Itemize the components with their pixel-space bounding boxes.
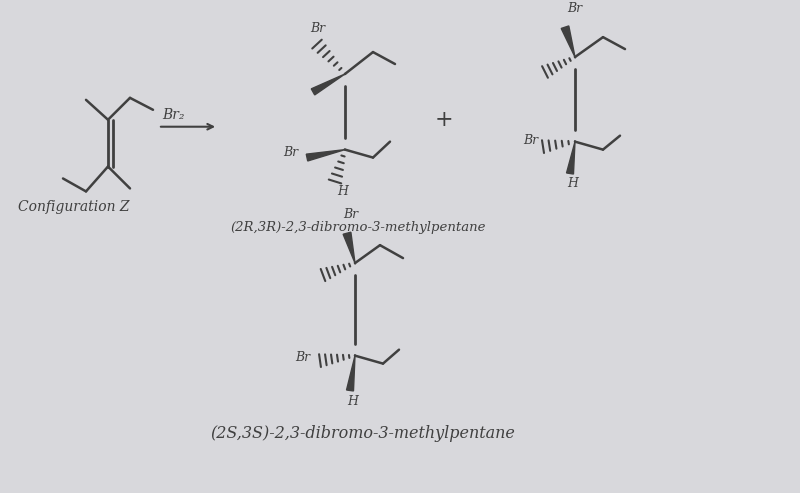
- Polygon shape: [566, 141, 575, 174]
- Polygon shape: [306, 149, 345, 161]
- Polygon shape: [562, 26, 575, 57]
- Text: Br: Br: [283, 145, 298, 159]
- Text: (2R,3R)-2,3-dibromo-3-methylpentane: (2R,3R)-2,3-dibromo-3-methylpentane: [230, 221, 486, 234]
- Text: Br: Br: [567, 2, 582, 15]
- Text: H: H: [347, 395, 358, 408]
- Text: Br: Br: [310, 22, 325, 35]
- Text: H: H: [567, 177, 578, 190]
- Text: Br: Br: [343, 208, 358, 221]
- Polygon shape: [311, 74, 345, 95]
- Text: Br₂: Br₂: [162, 108, 185, 122]
- Text: H: H: [337, 185, 348, 198]
- Text: (2S,3S)-2,3-dibromo-3-methylpentane: (2S,3S)-2,3-dibromo-3-methylpentane: [210, 425, 515, 442]
- Text: Configuration Z: Configuration Z: [18, 200, 130, 214]
- Polygon shape: [346, 355, 355, 391]
- Text: Br: Br: [523, 134, 538, 146]
- Polygon shape: [343, 232, 355, 263]
- Text: Br: Br: [295, 351, 310, 364]
- Text: +: +: [435, 109, 454, 131]
